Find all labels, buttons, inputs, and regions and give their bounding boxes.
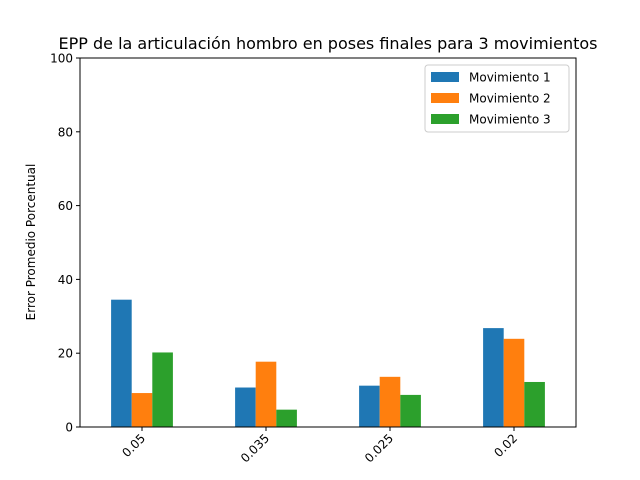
bar-movimiento-3-0.05 [152, 352, 173, 427]
legend-swatch [431, 72, 459, 82]
bar-movimiento-3-0.025 [400, 394, 421, 427]
y-tick-label: 20 [58, 347, 73, 361]
legend-swatch [431, 93, 459, 103]
bar-movimiento-2-0.05 [131, 393, 153, 427]
legend-swatch [431, 114, 459, 124]
bar-movimiento-1-0.035 [235, 387, 256, 427]
legend-label: Movimiento 2 [469, 92, 551, 106]
y-tick-label: 100 [50, 52, 73, 66]
y-tick-label: 40 [58, 273, 73, 287]
bar-movimiento-1-0.02 [483, 328, 504, 427]
y-axis-label: Error Promedio Porcentual [24, 164, 38, 321]
axes-frame [79, 57, 577, 428]
bar-movimiento-1-0.025 [359, 385, 380, 427]
legend-label: Movimiento 1 [469, 71, 551, 85]
y-tick-label: 80 [58, 125, 73, 139]
legend-box [424, 64, 570, 133]
y-tick-label: 60 [58, 199, 73, 213]
bar-movimiento-2-0.035 [255, 361, 277, 427]
bar-movimiento-3-0.02 [524, 381, 545, 427]
bar-movimiento-2-0.02 [503, 338, 525, 427]
bar-movimiento-3-0.035 [276, 409, 297, 427]
chart-title: EPP de la articulación hombro en poses f… [59, 34, 598, 53]
bar-movimiento-1-0.05 [111, 299, 132, 427]
y-tick-label: 0 [65, 421, 73, 435]
bar-movimiento-2-0.025 [379, 376, 401, 427]
legend-label: Movimiento 3 [469, 113, 551, 127]
